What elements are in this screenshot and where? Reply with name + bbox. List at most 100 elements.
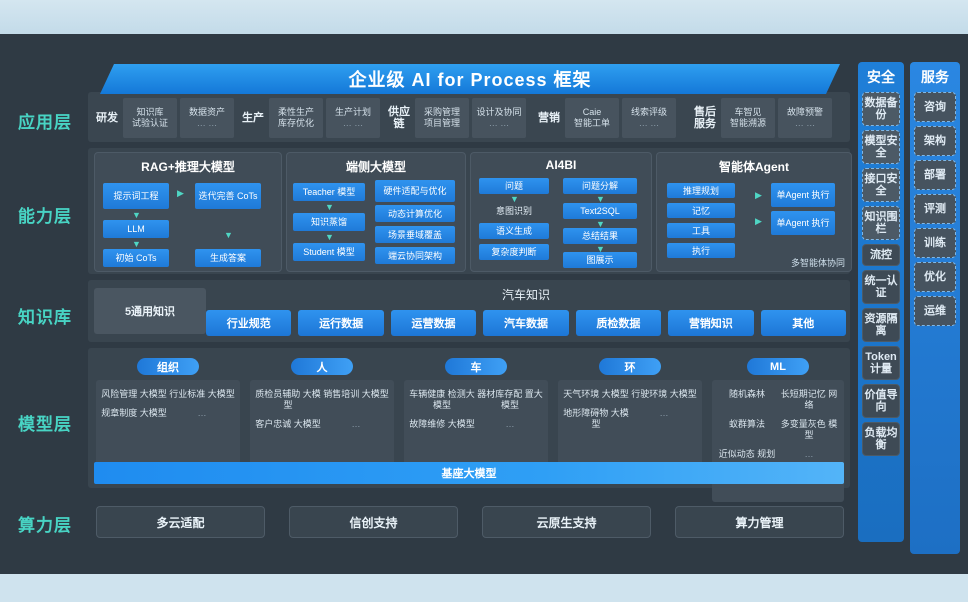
app-cell[interactable]: Caie 智能工单 [565, 98, 619, 138]
knowledge-pill[interactable]: 其他 [760, 310, 846, 336]
security-rail-item[interactable]: 知识围栏 [862, 206, 900, 240]
app-cell[interactable]: 线索评级 … … [622, 98, 676, 138]
compute-button-multicloud[interactable]: 多云适配 [96, 506, 265, 538]
app-cell[interactable]: 柔性生产 库存优化 [269, 98, 323, 138]
cap-node[interactable]: 硬件适配与优化 [375, 180, 455, 202]
service-rail: 服务 咨询 架构 部署 评测 训练 优化 运维 [910, 62, 960, 554]
model-item[interactable]: 天气环境 大模型 [563, 389, 629, 399]
knowledge-pill[interactable]: 质检数据 [575, 310, 662, 336]
model-item[interactable]: 长短期记忆 网络 [780, 389, 838, 410]
model-item[interactable]: 风险管理 大模型 [101, 389, 167, 399]
layer-label-application: 应用层 [18, 113, 72, 132]
app-cell[interactable]: 数据资产 … … [180, 98, 234, 138]
cap-node[interactable]: 复杂度判断 [479, 244, 549, 260]
base-model-bar: 基座大模型 [94, 462, 844, 484]
security-rail-title: 安全 [867, 69, 895, 85]
model-item[interactable]: 器材库存配 置大模型 [477, 389, 543, 410]
knowledge-pill[interactable]: 运营数据 [390, 310, 477, 336]
cap-node[interactable]: 迭代完善 CoTs [195, 183, 261, 209]
cap-node[interactable]: 总结结果 [563, 228, 637, 244]
cap-node[interactable]: 意图识别 [495, 206, 532, 216]
app-cell-line2: 智能溯源 [729, 118, 766, 128]
cap-node[interactable]: 单Agent 执行 [771, 211, 835, 235]
layer-label-capability: 能力层 [18, 207, 72, 226]
cap-node[interactable]: 生成答案 [195, 249, 261, 267]
cap-node[interactable]: 语义生成 [479, 223, 549, 239]
compute-button-xinchuang[interactable]: 信创支持 [289, 506, 458, 538]
app-cell[interactable]: 采购管理 项目管理 [415, 98, 469, 138]
app-cell[interactable]: 车智见 智能溯源 [721, 98, 775, 138]
model-group-environment: 环 天气环境 大模型 行驶环境 大模型 地形障碍物 大模型 … [558, 358, 702, 468]
cap-node[interactable]: 问题 [479, 178, 549, 194]
cap-node[interactable]: 提示词工程 [103, 183, 169, 209]
compute-button-management[interactable]: 算力管理 [675, 506, 844, 538]
app-cell[interactable]: 设计及协同 … … [472, 98, 526, 138]
cap-node[interactable]: 单Agent 执行 [771, 183, 835, 207]
security-rail-item[interactable]: Token计量 [862, 346, 900, 380]
knowledge-pill[interactable]: 运行数据 [298, 310, 384, 336]
cap-node[interactable]: 端云协同架构 [375, 247, 455, 264]
model-group-tag: ML [747, 358, 809, 375]
compute-button-cloudnative[interactable]: 云原生支持 [482, 506, 651, 538]
service-rail-item[interactable]: 架构 [914, 126, 956, 156]
cap-node[interactable]: 图展示 [563, 252, 637, 268]
security-rail-item[interactable]: 价值导向 [862, 384, 900, 418]
security-rail-item[interactable]: 负载均衡 [862, 422, 900, 456]
service-rail-item[interactable]: 运维 [914, 296, 956, 326]
cap-node[interactable]: 推理规划 [667, 183, 735, 198]
service-rail-item[interactable]: 咨询 [914, 92, 956, 122]
security-rail-item[interactable]: 资源隔离 [862, 308, 900, 342]
model-item[interactable]: 随机森林 [728, 389, 765, 399]
model-item[interactable]: 车辆健康 检测大模型 [409, 389, 475, 410]
cap-node[interactable]: 知识蒸馏 [293, 213, 365, 231]
app-cell-line2: 库存优化 [277, 118, 314, 128]
model-group-box: 质检员辅助 大模型 销售培训 大模型 客户忠诚 大模型 … [250, 380, 394, 468]
cap-node[interactable]: 记忆 [667, 203, 735, 218]
model-item[interactable]: 故障维修 大模型 [409, 419, 475, 429]
knowledge-pill[interactable]: 行业规范 [206, 310, 292, 336]
model-item[interactable]: 销售培训 大模型 [323, 389, 389, 399]
cap-node[interactable]: 问题分解 [563, 178, 637, 194]
service-rail-item[interactable]: 训练 [914, 228, 956, 258]
model-item[interactable]: 质检员辅助 大模型 [255, 389, 321, 410]
knowledge-pill[interactable]: 营销知识 [668, 310, 754, 336]
cap-node[interactable]: 工具 [667, 223, 735, 238]
security-rail-item[interactable]: 数据备份 [862, 92, 900, 126]
knowledge-pill[interactable]: 汽车数据 [483, 310, 569, 336]
cap-node[interactable]: Text2SQL [563, 203, 637, 219]
arrow-down-icon: ▼ [596, 244, 605, 254]
app-cell[interactable]: 故障预警 … … [778, 98, 832, 138]
cap-node[interactable]: Teacher 模型 [293, 183, 365, 201]
security-rail-item[interactable]: 统一认证 [862, 270, 900, 304]
cap-node[interactable]: 执行 [667, 243, 735, 258]
model-item[interactable]: 蚁群算法 [728, 419, 765, 429]
app-group-rd: 研发 知识库 试验认证 数据资产 … … [94, 97, 234, 139]
cap-node[interactable]: LLM [103, 220, 169, 238]
security-rail-item[interactable]: 流控 [862, 244, 900, 266]
model-item[interactable]: 地形障碍物 大模型 [563, 408, 629, 429]
app-cell[interactable]: 生产计划 … … [326, 98, 380, 138]
service-rail-item[interactable]: 优化 [914, 262, 956, 292]
cap-node[interactable]: 动态计算优化 [375, 205, 455, 222]
app-cell[interactable]: 知识库 试验认证 [123, 98, 177, 138]
service-rail-item[interactable]: 评测 [914, 194, 956, 224]
model-item[interactable]: 行业标准 大模型 [169, 389, 235, 399]
arrow-right-icon: ▶ [177, 188, 184, 198]
model-item[interactable]: 近似动态 规划 [718, 449, 776, 459]
app-cell-line1: 车智见 [734, 107, 762, 117]
app-group-label: 售后服务 [694, 106, 716, 130]
security-rail-item[interactable]: 模型安全 [862, 130, 900, 164]
model-item[interactable]: 客户忠诚 大模型 [255, 419, 321, 429]
cap-node[interactable]: Student 模型 [293, 243, 365, 261]
cap-node[interactable]: 场景垂域覆盖 [375, 226, 455, 243]
knowledge-general-box[interactable]: 5通用知识 [94, 288, 206, 334]
service-rail-item[interactable]: 部署 [914, 160, 956, 190]
model-item[interactable]: 规章制度 大模型 [101, 408, 167, 418]
top-margin-strip [0, 0, 968, 34]
cap-node[interactable]: 初始 CoTs [103, 249, 169, 267]
arrow-down-icon: ▼ [325, 202, 334, 212]
model-item[interactable]: 行驶环境 大模型 [631, 389, 697, 399]
app-cell-line2: … … [342, 118, 364, 128]
security-rail-item[interactable]: 接口安全 [862, 168, 900, 202]
model-item[interactable]: 多变量灰色 模型 [780, 419, 838, 440]
